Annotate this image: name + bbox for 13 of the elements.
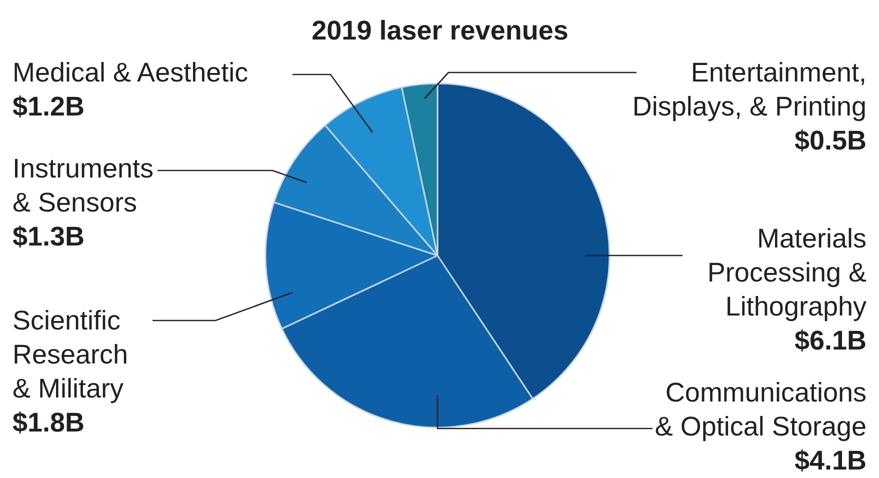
slice-label: Entertainment, Displays, & Printing [632, 58, 867, 122]
slice-label: Communications & Optical Storage [654, 378, 867, 442]
data-label: $1.8B [12, 408, 85, 438]
slice-label: Scientific Research & Military [12, 306, 128, 404]
slice-label: Instruments & Sensors [12, 154, 154, 218]
data-label: $4.1B [794, 446, 867, 476]
data-label: $1.3B [12, 222, 85, 252]
data-label: $1.2B [12, 92, 85, 122]
slice-label: Medical & Aesthetic [12, 58, 248, 88]
slice-label: Materials Processing & Lithography [707, 224, 867, 322]
data-label: $0.5B [794, 126, 867, 156]
chart-title: 2019 laser revenues [312, 16, 568, 46]
data-label: $6.1B [794, 326, 867, 356]
